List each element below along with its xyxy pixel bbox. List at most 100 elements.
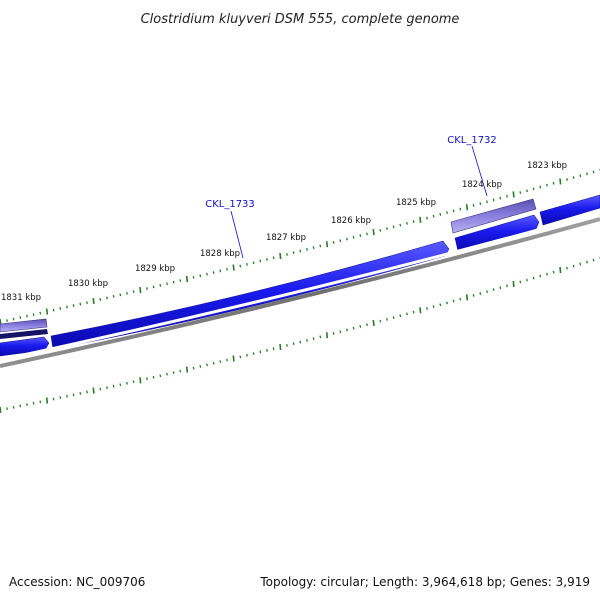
inner-minor-tick	[106, 386, 108, 390]
gene-dark-left[interactable]	[0, 329, 48, 339]
outer-major-tick	[512, 191, 515, 198]
gene-arrow-left[interactable]	[0, 336, 50, 357]
inner-minor-tick	[199, 365, 202, 368]
outer-minor-tick	[526, 189, 528, 193]
outer-minor-tick	[572, 176, 575, 180]
gene-arrow-right[interactable]	[539, 194, 600, 226]
outer-major-tick	[232, 264, 235, 271]
outer-major-tick	[559, 178, 562, 185]
inner-minor-tick	[586, 260, 588, 264]
inner-minor-tick	[572, 264, 575, 268]
inner-minor-tick	[212, 361, 215, 365]
inner-minor-tick	[359, 325, 362, 328]
callout-ckl-1733[interactable]: CKL_1733	[205, 199, 255, 259]
inner-minor-tick	[166, 372, 168, 376]
inner-minor-tick	[432, 305, 435, 309]
outer-minor-tick	[72, 304, 75, 307]
outer-minor-tick	[406, 221, 408, 225]
outer-minor-tick	[132, 290, 135, 294]
inner-minor-tick	[26, 403, 28, 407]
inner-minor-tick	[132, 380, 135, 384]
outer-minor-tick	[199, 274, 202, 278]
inner-minor-tick	[392, 316, 395, 319]
inner-major-tick	[92, 387, 95, 394]
inner-major-tick	[559, 267, 562, 274]
inner-minor-tick	[492, 288, 495, 292]
inner-minor-tick	[486, 290, 488, 294]
accession-label: Accession: NC_009706	[9, 575, 145, 589]
gene-label-ckl-1732[interactable]: CKL_1732	[447, 135, 497, 146]
inner-minor-tick	[219, 360, 222, 364]
outer-minor-tick	[106, 296, 108, 300]
inner-minor-tick	[159, 374, 162, 378]
gene-label-ckl-1733[interactable]: CKL_1733	[205, 199, 255, 210]
ruler-label-1831: 1831 kbp	[1, 293, 41, 303]
inner-major-tick	[279, 343, 282, 351]
inner-major-tick	[0, 406, 2, 414]
inner-minor-tick	[506, 284, 508, 288]
outer-minor-tick	[252, 261, 255, 265]
inner-minor-tick	[592, 258, 595, 262]
inner-minor-tick	[126, 381, 128, 385]
inner-minor-tick	[246, 353, 248, 357]
inner-minor-tick	[99, 387, 102, 391]
outer-minor-tick	[286, 252, 288, 256]
outer-major-tick	[92, 297, 95, 305]
inner-minor-tick	[306, 338, 308, 342]
outer-minor-tick	[426, 216, 428, 220]
outer-minor-tick	[479, 202, 482, 206]
inner-minor-tick	[299, 340, 302, 344]
outer-minor-tick	[192, 275, 195, 279]
outer-minor-tick	[212, 271, 215, 274]
gene-ckl-1733[interactable]	[50, 240, 450, 350]
map-title: Clostridium kluyveri DSM 555, complete g…	[141, 12, 460, 27]
inner-major-tick	[185, 366, 189, 373]
inner-minor-tick	[539, 274, 542, 278]
outer-minor-tick	[319, 244, 322, 248]
ruler-label-1824: 1824 kbp	[462, 180, 502, 190]
outer-minor-tick	[239, 264, 242, 268]
outer-minor-tick	[379, 228, 382, 232]
gene-ckl-1732[interactable]	[450, 198, 537, 234]
inner-minor-tick	[79, 392, 82, 395]
outer-minor-tick	[532, 187, 535, 191]
gene-arrow-mid[interactable]	[454, 214, 540, 252]
ruler-labels: 1831 kbp 1830 kbp 1829 kbp 1828 kbp 1827 kbp…	[1, 161, 567, 303]
inner-minor-tick	[266, 348, 268, 352]
outer-minor-tick	[266, 257, 268, 261]
inner-minor-tick	[566, 266, 568, 270]
inner-minor-tick	[312, 337, 315, 341]
inner-minor-tick	[119, 383, 122, 387]
outer-minor-tick	[39, 311, 42, 315]
inner-minor-tick	[346, 328, 348, 332]
gene-highlight-left[interactable]	[0, 318, 48, 333]
inner-minor-tick	[459, 297, 462, 301]
outer-minor-tick	[412, 220, 415, 223]
outer-minor-tick	[499, 196, 502, 200]
outer-minor-tick	[452, 209, 455, 213]
inner-major-tick	[419, 307, 422, 314]
inner-minor-tick	[252, 352, 255, 356]
outer-minor-tick	[446, 211, 448, 215]
inner-minor-tick	[519, 280, 522, 284]
gene-tracks	[0, 194, 600, 368]
outer-major-tick	[325, 241, 329, 248]
inner-minor-tick	[172, 371, 175, 375]
inner-minor-tick	[546, 272, 548, 276]
outer-minor-tick	[99, 298, 102, 301]
outer-minor-tick	[486, 200, 488, 204]
outer-minor-tick	[306, 247, 308, 251]
inner-major-tick	[372, 319, 375, 326]
outer-minor-tick	[246, 262, 248, 266]
inner-minor-tick	[272, 347, 275, 351]
inner-minor-tick	[192, 366, 195, 370]
ruler-label-1829: 1829 kbp	[135, 264, 175, 274]
callout-ckl-1732[interactable]: CKL_1732	[447, 135, 497, 197]
inner-minor-tick	[366, 323, 368, 327]
outer-minor-tick	[299, 249, 302, 253]
inner-major-tick	[45, 397, 49, 404]
outer-minor-tick	[552, 181, 555, 185]
inner-minor-tick	[579, 262, 582, 266]
outer-minor-tick	[472, 204, 475, 207]
